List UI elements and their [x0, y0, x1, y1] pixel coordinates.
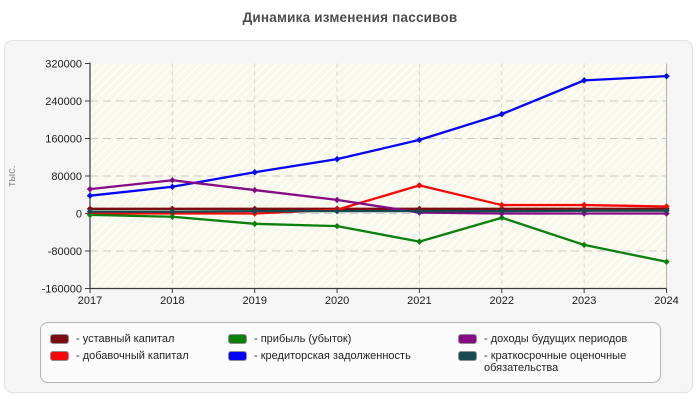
series-marker-pribyl-ubytok	[169, 213, 176, 220]
series-marker-pribyl-ubytok	[251, 220, 258, 228]
series-line-pribyl-ubytok	[88, 213, 668, 263]
legend-item-dokhody-budushchikh-periodov: - доходы будущих периодов	[458, 333, 656, 346]
series-line-dokhody-budushchikh-periodov	[88, 179, 668, 215]
series-marker-kreditorskaya-zadolzhennost	[333, 155, 341, 163]
series-marker-dobavochny-kapital	[498, 201, 505, 209]
x-tick-label: 2024	[654, 295, 678, 307]
y-tick-label: 320000	[45, 59, 82, 71]
series-marker-kratkosrochnye-otsenochnye-obyazatelstva	[169, 208, 176, 215]
legend-item-ustavny-kapital: - уставный капитал	[50, 333, 189, 346]
series-marker-dobavochny-kapital	[416, 182, 423, 189]
legend-item-label: - уставный капитал	[76, 333, 175, 345]
y-axis-unit-label: тыс.	[6, 165, 18, 187]
series-marker-kratkosrochnye-otsenochnye-obyazatelstva	[333, 207, 341, 215]
series-marker-dobavochny-kapital	[663, 203, 670, 210]
y-tick-label: 240000	[45, 96, 82, 108]
series-marker-kreditorskaya-zadolzhennost	[251, 169, 258, 176]
legend-swatch-kreditorskaya-zadolzhennost	[228, 350, 247, 361]
legend-item-label: - прибыль (убыток)	[254, 333, 352, 345]
legend-item-dobavochny-kapital: - добавочный капитал	[50, 350, 189, 363]
legend-item-pribyl-ubytok: - прибыль (убыток)	[228, 333, 411, 346]
series-marker-kratkosrochnye-otsenochnye-obyazatelstva	[251, 207, 258, 215]
x-tick-label: 2019	[242, 295, 266, 307]
series-line-dobavochny-kapital	[88, 184, 668, 215]
legend-item-label: - добавочный капитал	[76, 349, 189, 362]
series-marker-pribyl-ubytok	[333, 222, 341, 230]
x-tick-label: 2023	[572, 295, 596, 307]
series-marker-kratkosrochnye-otsenochnye-obyazatelstva	[580, 207, 588, 214]
series-marker-kratkosrochnye-otsenochnye-obyazatelstva	[416, 207, 423, 215]
legend-item-kreditorskaya-zadolzhennost: - кредиторская задолженность	[228, 350, 411, 363]
series-marker-kreditorskaya-zadolzhennost	[169, 183, 176, 190]
legend: - уставный капитал - добавочный капитал - …	[40, 322, 661, 383]
legend-swatch-ustavny-kapital	[50, 334, 69, 344]
x-tick-label: 2017	[78, 295, 102, 307]
series-marker-dobavochny-kapital	[580, 201, 588, 209]
series-marker-kreditorskaya-zadolzhennost	[86, 192, 94, 199]
y-tick-label: 160000	[45, 134, 82, 146]
series-marker-pribyl-ubytok	[86, 211, 94, 219]
series-marker-kreditorskaya-zadolzhennost	[416, 136, 423, 144]
series-marker-kreditorskaya-zadolzhennost	[498, 110, 505, 118]
legend-item-kratkosrochnye-otsenochnye-obyazatelstva: - краткосрочные оценочные обязательства	[458, 350, 656, 375]
legend-column: - доходы будущих периодов - краткосрочные…	[458, 333, 656, 375]
series-marker-dokhody-budushchikh-periodov	[333, 196, 341, 204]
series-marker-dokhody-budushchikh-periodov	[86, 185, 94, 193]
y-tick-label: 0	[76, 209, 82, 221]
series-marker-kratkosrochnye-otsenochnye-obyazatelstva	[86, 208, 94, 215]
series-marker-dokhody-budushchikh-periodov	[169, 177, 176, 184]
series-marker-dokhody-budushchikh-periodov	[251, 186, 258, 194]
series-line-kreditorskaya-zadolzhennost	[88, 75, 668, 197]
legend-item-label: - кредиторская задолженность	[254, 349, 411, 362]
y-tick-label: 80000	[51, 171, 82, 183]
legend-item-label: - доходы будущих периодов	[484, 333, 628, 345]
series-marker-kratkosrochnye-otsenochnye-obyazatelstva	[663, 207, 670, 214]
legend-column: - прибыль (убыток) - кредиторская задолже…	[228, 333, 411, 362]
legend-item-label: - краткосрочные оценочные обязательства	[484, 349, 627, 375]
y-tick-label: -160000	[42, 284, 82, 296]
series-marker-kreditorskaya-zadolzhennost	[580, 77, 588, 84]
legend-swatch-pribyl-ubytok	[228, 334, 247, 344]
series-marker-pribyl-ubytok	[580, 241, 588, 249]
series-marker-pribyl-ubytok	[498, 214, 505, 221]
y-tick-label: -80000	[48, 246, 82, 258]
legend-swatch-kratkosrochnye-otsenochnye-obyazatelstva	[458, 350, 477, 361]
legend-swatch-dobavochny-kapital	[50, 350, 69, 361]
series-marker-kratkosrochnye-otsenochnye-obyazatelstva	[498, 207, 505, 215]
legend-column: - уставный капитал - добавочный капитал	[50, 333, 189, 362]
series-line-kratkosrochnye-otsenochnye-obyazatelstva	[88, 209, 668, 213]
x-tick-label: 2020	[325, 295, 349, 307]
x-tick-label: 2018	[160, 295, 184, 307]
series-marker-kreditorskaya-zadolzhennost	[663, 72, 670, 80]
legend-swatch-dokhody-budushchikh-periodov	[458, 334, 477, 344]
chart-title: Динамика изменения пассивов	[242, 10, 458, 25]
x-tick-label: 2021	[407, 295, 431, 307]
series-marker-pribyl-ubytok	[663, 258, 670, 265]
x-tick-label: 2022	[490, 295, 514, 307]
series-marker-pribyl-ubytok	[416, 238, 423, 245]
